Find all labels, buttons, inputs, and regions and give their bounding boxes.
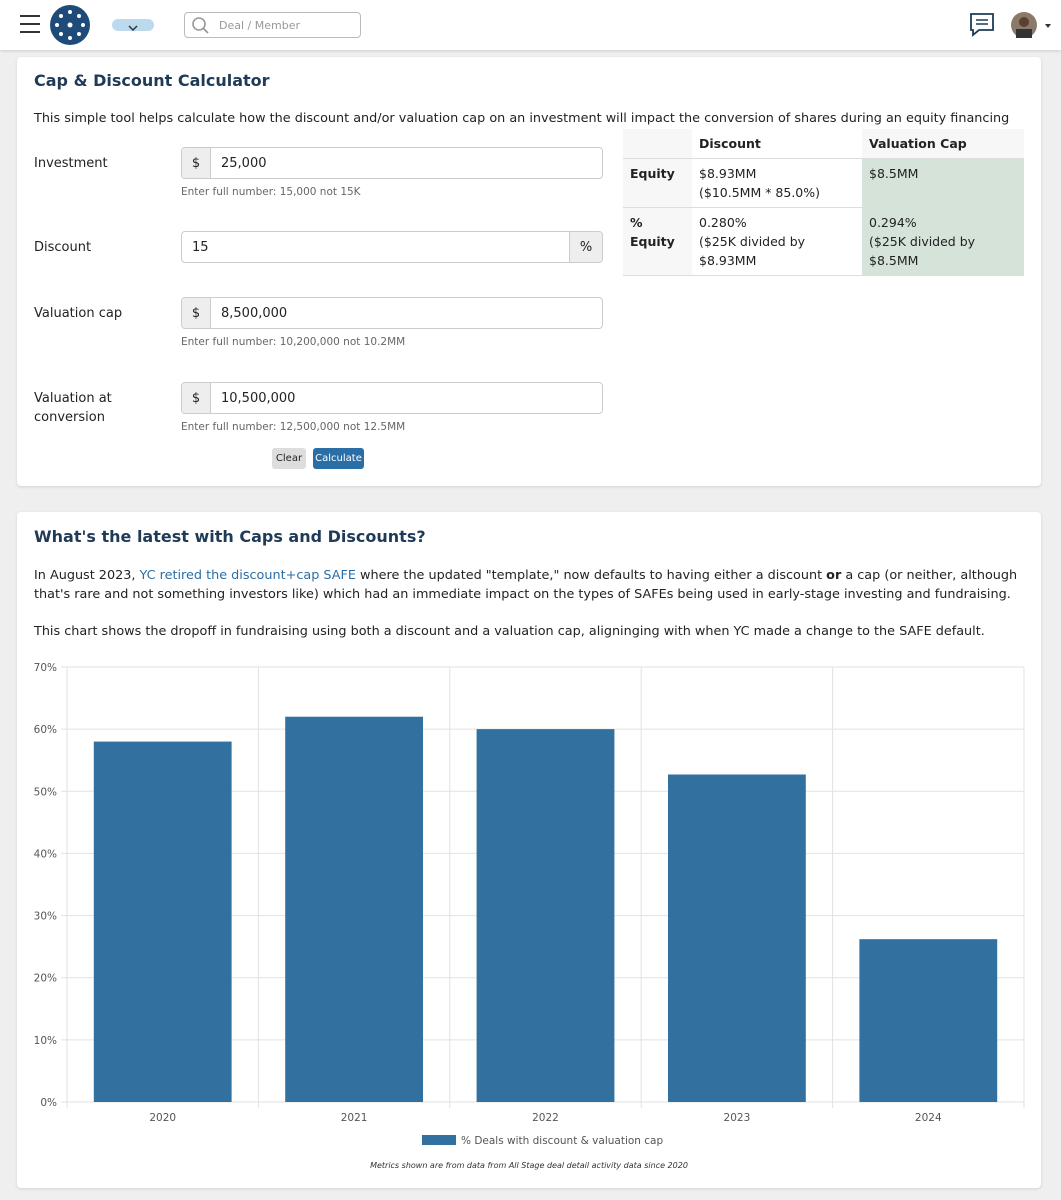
dropdown[interactable]	[112, 19, 154, 32]
cap-cell: 0.294% ($25K divided by $8.5MM	[862, 207, 1024, 276]
input-suffix: %	[569, 232, 602, 262]
column-header: Valuation Cap	[862, 129, 1024, 159]
input[interactable]: $10,500,000	[181, 382, 603, 414]
field-label: Discount	[34, 240, 92, 255]
x-tick-label: 2023	[724, 1112, 751, 1124]
bar	[93, 741, 232, 1102]
top-bar: Deal / Member	[0, 0, 1061, 50]
cell-line: 0.294%	[869, 215, 917, 230]
field-label: Valuation cap	[34, 306, 123, 321]
bold-text: or	[826, 568, 842, 583]
y-tick-label: 70%	[34, 662, 57, 674]
result-row: % Equity 0.280% ($25K divided by $8.93MM 0.…	[623, 207, 1024, 276]
input-prefix: $	[182, 148, 211, 178]
input[interactable]: 15%	[181, 231, 603, 263]
discount-cell: $8.93MM ($10.5MM * 85.0%)	[692, 158, 862, 208]
input[interactable]: $25,000	[181, 147, 603, 179]
avatar[interactable]	[1010, 11, 1052, 39]
calculator-description: This simple tool helps calculate how the…	[34, 111, 1010, 126]
search-box[interactable]: Deal / Member	[184, 12, 361, 38]
legend-swatch	[422, 1135, 456, 1145]
bar	[859, 939, 998, 1102]
input-hint: Enter full number: 10,200,000 not 10.2MM	[181, 336, 406, 348]
input-value: 8,500,000	[221, 305, 288, 321]
menu-icon[interactable]	[20, 15, 40, 33]
input-value: 15	[192, 239, 209, 255]
chat-icon[interactable]	[969, 12, 995, 38]
cell-line: ($10.5MM * 85.0%)	[699, 185, 821, 200]
article-title: What's the latest with Caps and Discount…	[34, 527, 426, 546]
input-prefix: $	[182, 383, 211, 413]
clear-button[interactable]: Clear	[272, 448, 306, 469]
cell-line: $8.5MM	[869, 166, 919, 181]
cell-line: $8.93MM	[699, 166, 757, 181]
legend-label: % Deals with discount & valuation cap	[461, 1135, 663, 1147]
paragraph: In August 2023, YC retired the discount+…	[34, 566, 1024, 604]
text: In August 2023,	[34, 568, 140, 583]
x-tick-label: 2020	[149, 1112, 176, 1124]
input-hint: Enter full number: 15,000 not 15K	[181, 186, 361, 198]
input-prefix: $	[182, 298, 211, 328]
search-placeholder: Deal / Member	[219, 18, 300, 32]
cell-line: ($25K divided by $8.5MM	[869, 234, 976, 268]
x-tick-label: 2022	[532, 1112, 559, 1124]
link[interactable]: YC retired the discount+cap SAFE	[139, 568, 356, 583]
text: a cap (or neither, although that's rare …	[34, 568, 1018, 602]
y-tick-label: 0%	[40, 1097, 57, 1109]
results-table: Discount Valuation Cap Equity $8.93MM ($10.…	[623, 129, 1024, 276]
bar	[476, 729, 615, 1102]
logo[interactable]	[48, 4, 92, 46]
input-value: 25,000	[221, 155, 267, 171]
y-tick-label: 60%	[34, 724, 57, 736]
calculate-button[interactable]: Calculate	[313, 448, 364, 469]
y-tick-label: 20%	[34, 973, 57, 985]
field-label: Investment	[34, 156, 108, 171]
row-label: % Equity	[623, 207, 692, 276]
y-tick-label: 30%	[34, 911, 57, 923]
paragraph: This chart shows the dropoff in fundrais…	[34, 624, 985, 639]
cap-cell: $8.5MM	[862, 158, 1024, 208]
calculator-card: Cap & Discount Calculator This simple to…	[17, 57, 1041, 486]
x-tick-label: 2024	[915, 1112, 942, 1124]
input-value: 10,500,000	[221, 390, 296, 406]
calculator-title: Cap & Discount Calculator	[34, 71, 270, 90]
column-header: Discount	[692, 129, 862, 159]
x-tick-label: 2021	[341, 1112, 368, 1124]
result-row: Equity $8.93MM ($10.5MM * 85.0%) $8.5MM	[623, 158, 1024, 208]
chart: 0% 10% 20% 30% 40% 50% 60% 70% 2020 2021 2022 2023 2…	[34, 662, 1025, 1170]
bar	[285, 716, 424, 1102]
y-tick-label: 50%	[34, 786, 57, 798]
footnote: Metrics shown are from data from All Sta…	[370, 1161, 688, 1170]
cell-line: 0.280%	[699, 215, 747, 230]
cell-line: ($25K divided by $8.93MM	[699, 234, 806, 268]
discount-cell: 0.280% ($25K divided by $8.93MM	[692, 207, 862, 276]
y-tick-label: 40%	[34, 848, 57, 860]
y-tick-label: 10%	[34, 1035, 57, 1047]
text: where the updated "template," now defaul…	[355, 568, 827, 583]
row-label: Equity	[623, 158, 692, 208]
input[interactable]: $8,500,000	[181, 297, 603, 329]
field-label: Valuation at conversion	[34, 391, 112, 425]
input-hint: Enter full number: 12,500,000 not 12.5MM	[181, 421, 406, 433]
bar	[667, 774, 806, 1102]
